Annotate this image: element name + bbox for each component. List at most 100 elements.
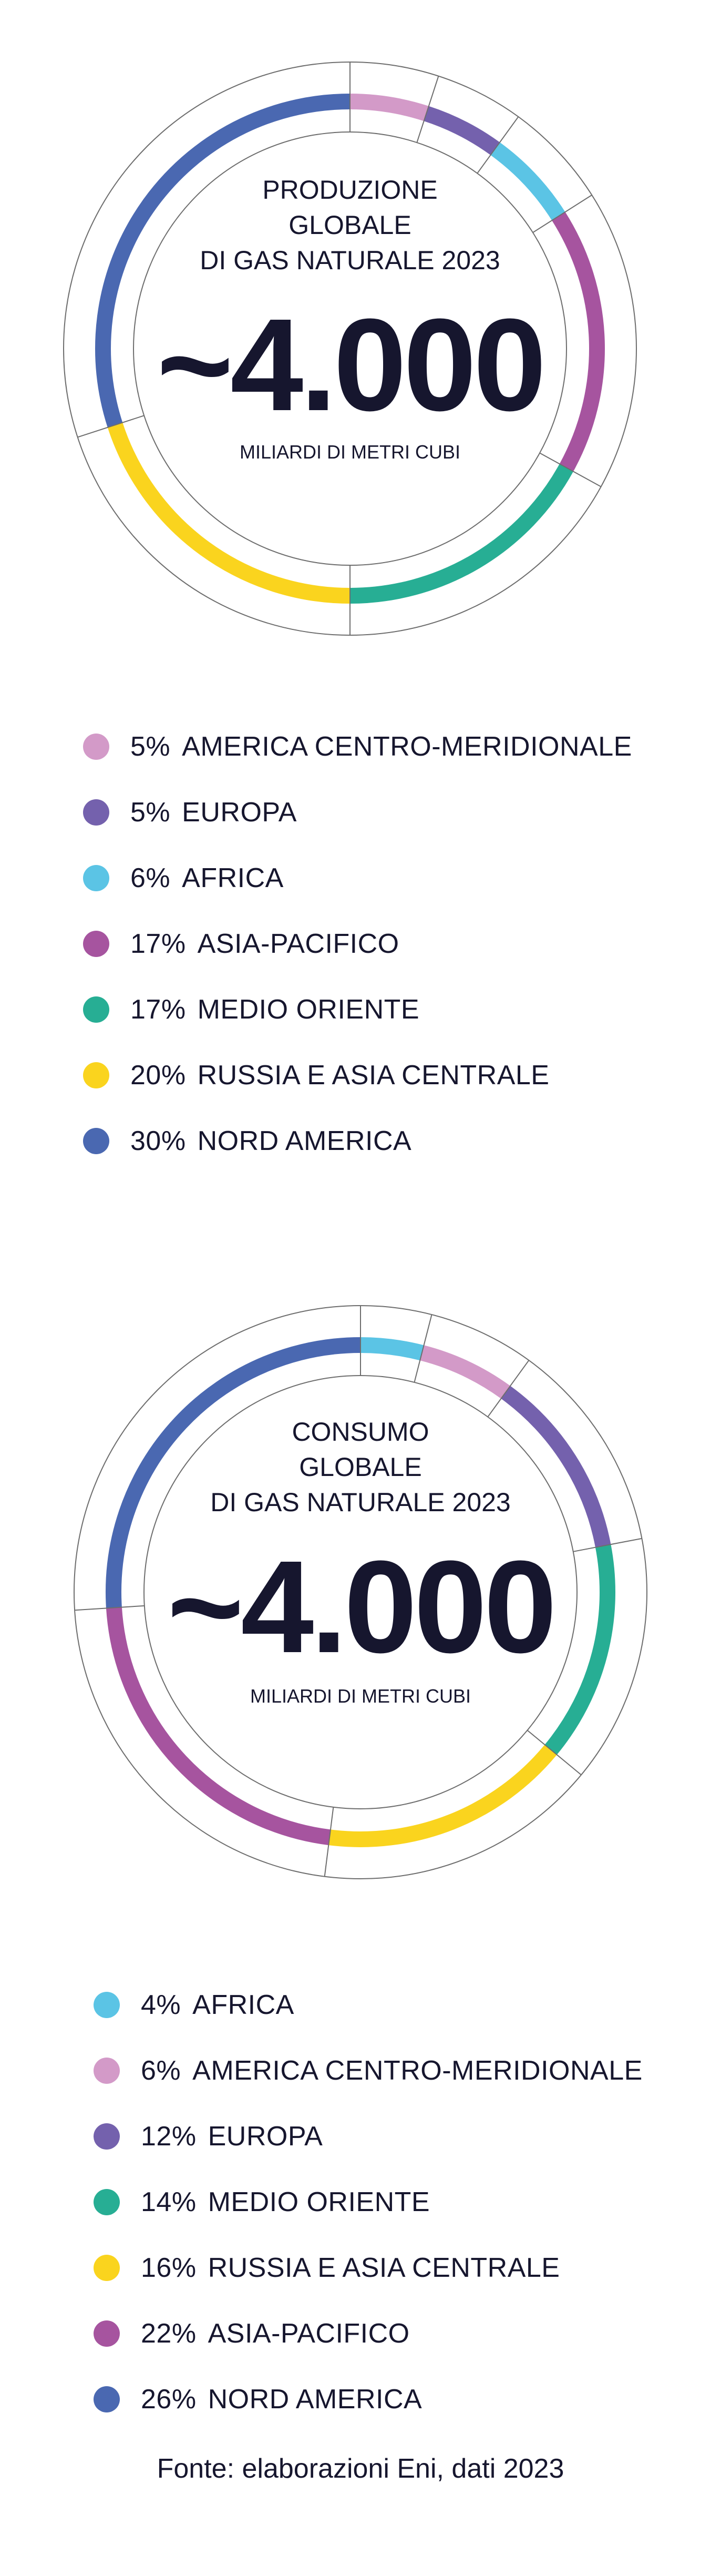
production-legend-label: 6% AFRICA (130, 862, 284, 894)
production-title-line-3: DI GAS NATURALE 2023 (200, 246, 500, 275)
consumption-legend-item: 6% AMERICA CENTRO-MERIDIONALE (94, 2038, 643, 2103)
production-divider (77, 415, 145, 438)
consumption-legend-color-dot (94, 1991, 120, 2018)
consumption-legend-label: 4% AFRICA (141, 1989, 294, 2021)
consumption-legend-percent: 22% (141, 2318, 197, 2349)
production-donut-chart: PRODUZIONE GLOBALE DI GAS NATURALE 2023 … (63, 62, 637, 636)
consumption-divider (573, 1538, 642, 1552)
consumption-center-value: ~4.000 (167, 1533, 554, 1680)
production-center-value: ~4.000 (157, 291, 543, 438)
consumption-legend-region: NORD AMERICA (208, 2384, 423, 2415)
consumption-legend-color-dot (94, 2057, 120, 2084)
production-legend-percent: 5% (130, 731, 171, 762)
production-legend-item: 6% AFRICA (83, 845, 632, 911)
consumption-segment-europa (501, 1386, 611, 1547)
source-note: Fonte: elaborazioni Eni, dati 2023 (157, 2453, 564, 2484)
production-legend-color-dot (83, 733, 109, 760)
production-legend-color-dot (83, 930, 109, 957)
production-legend-region: RUSSIA E ASIA CENTRALE (197, 1060, 550, 1091)
production-legend-region: AFRICA (182, 862, 284, 893)
production-segments (95, 94, 605, 604)
production-legend-percent: 6% (130, 862, 171, 893)
production-legend-color-dot (83, 864, 109, 891)
production-legend-percent: 30% (130, 1125, 186, 1156)
consumption-title-line-3: DI GAS NATURALE 2023 (210, 1488, 511, 1517)
consumption-title-line-1: CONSUMO (292, 1417, 429, 1447)
consumption-segment-medio-oriente (544, 1544, 615, 1755)
consumption-legend-item: 16% RUSSIA E ASIA CENTRALE (94, 2235, 643, 2300)
consumption-legend-region: ASIA-PACIFICO (208, 2318, 410, 2349)
production-center-unit: MILIARDI DI METRI CUBI (240, 441, 460, 463)
production-legend-label: 17% ASIA-PACIFICO (130, 928, 399, 960)
consumption-legend-item: 14% MEDIO ORIENTE (94, 2169, 643, 2235)
production-legend-label: 20% RUSSIA E ASIA CENTRALE (130, 1060, 550, 1091)
consumption-legend-color-dot (94, 2123, 120, 2150)
consumption-legend-label: 16% RUSSIA E ASIA CENTRALE (141, 2252, 560, 2284)
production-legend: 5% AMERICA CENTRO-MERIDIONALE 5% EUROPA 6% AF… (83, 714, 632, 1174)
production-legend-item: 5% AMERICA CENTRO-MERIDIONALE (83, 714, 632, 779)
consumption-legend-percent: 14% (141, 2186, 197, 2217)
consumption-divider (414, 1314, 432, 1383)
production-dividers (77, 62, 602, 635)
consumption-legend-label: 26% NORD AMERICA (141, 2384, 422, 2415)
consumption-center-unit: MILIARDI DI METRI CUBI (250, 1685, 471, 1707)
production-legend-color-dot (83, 1127, 109, 1154)
consumption-legend-percent: 26% (141, 2384, 197, 2415)
production-divider (477, 116, 519, 174)
consumption-legend-color-dot (94, 2254, 120, 2281)
production-legend-label: 30% NORD AMERICA (130, 1125, 411, 1157)
consumption-segment-america-centro-meridionale (420, 1345, 511, 1399)
consumption-legend-percent: 16% (141, 2252, 197, 2283)
production-legend-item: 20% RUSSIA E ASIA CENTRALE (83, 1042, 632, 1108)
production-segment-medio-oriente (349, 464, 574, 604)
consumption-legend-percent: 6% (141, 2055, 181, 2086)
production-segment-america-centro-meridionale (349, 94, 429, 121)
consumption-divider (487, 1360, 530, 1418)
production-segment-africa (490, 142, 565, 221)
consumption-legend-color-dot (94, 2386, 120, 2412)
production-legend-region: AMERICA CENTRO-MERIDIONALE (182, 731, 632, 762)
production-legend-percent: 17% (130, 994, 186, 1025)
consumption-legend-item: 26% NORD AMERICA (94, 2366, 643, 2432)
consumption-legend-percent: 4% (141, 1989, 181, 2020)
production-legend-label: 5% AMERICA CENTRO-MERIDIONALE (130, 731, 632, 762)
production-title-line-2: GLOBALE (289, 210, 411, 240)
production-legend-region: NORD AMERICA (197, 1125, 412, 1156)
production-legend-color-dot (83, 799, 109, 826)
consumption-donut-chart: CONSUMO GLOBALE DI GAS NATURALE 2023 ~4.… (74, 1305, 647, 1879)
production-legend-label: 5% EUROPA (130, 797, 297, 828)
production-legend-item: 5% EUROPA (83, 779, 632, 845)
consumption-segment-russia-e-asia-centrale (328, 1745, 557, 1847)
production-segment-europa (424, 106, 500, 155)
consumption-segment-africa (360, 1337, 424, 1361)
consumption-segment-nord-america (106, 1337, 361, 1608)
consumption-legend-color-dot (94, 2320, 120, 2347)
consumption-legend-percent: 12% (141, 2121, 197, 2152)
consumption-segments (106, 1337, 615, 1847)
production-legend-region: MEDIO ORIENTE (197, 994, 420, 1025)
consumption-legend-item: 4% AFRICA (94, 1972, 643, 2038)
production-divider (539, 452, 602, 487)
consumption-legend-region: RUSSIA E ASIA CENTRALE (208, 2252, 560, 2283)
consumption-legend-label: 12% EUROPA (141, 2121, 323, 2152)
production-title-line-1: PRODUZIONE (262, 175, 437, 205)
production-legend-item: 30% NORD AMERICA (83, 1108, 632, 1174)
production-legend-item: 17% ASIA-PACIFICO (83, 911, 632, 976)
consumption-dividers (75, 1306, 642, 1877)
production-segment-asia-pacifico (552, 212, 605, 472)
production-legend-region: ASIA-PACIFICO (197, 928, 399, 959)
consumption-legend-region: AMERICA CENTRO-MERIDIONALE (192, 2055, 643, 2086)
consumption-legend-label: 6% AMERICA CENTRO-MERIDIONALE (141, 2055, 643, 2086)
consumption-segment-asia-pacifico (106, 1607, 331, 1846)
production-divider (532, 195, 592, 233)
production-legend-percent: 17% (130, 928, 186, 959)
consumption-title-line-2: GLOBALE (299, 1452, 421, 1482)
consumption-divider (324, 1807, 334, 1877)
production-segment-nord-america (95, 94, 351, 427)
production-legend-percent: 20% (130, 1060, 186, 1091)
consumption-legend-region: AFRICA (192, 1989, 294, 2020)
consumption-legend-item: 22% ASIA-PACIFICO (94, 2300, 643, 2366)
production-legend-color-dot (83, 1062, 109, 1088)
consumption-divider (75, 1605, 145, 1611)
consumption-divider (527, 1729, 582, 1776)
